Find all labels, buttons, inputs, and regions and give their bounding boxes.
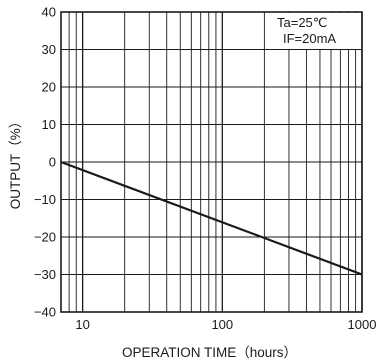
y-axis-title: OUTPUT（%） xyxy=(8,115,23,210)
series-layer xyxy=(60,160,363,276)
grid xyxy=(60,11,363,313)
x-axis-title: OPERATION TIME（hours） xyxy=(122,345,297,360)
condition-current: IF=20mA xyxy=(283,31,336,46)
y-tick-label: −40 xyxy=(34,305,56,320)
x-tick-labels: 10 100 1000 xyxy=(75,317,376,332)
x-tick-label: 10 xyxy=(75,317,89,332)
y-tick-label: 0 xyxy=(49,155,56,170)
y-tick-label: 20 xyxy=(42,80,56,95)
conditions-box xyxy=(268,13,361,49)
y-tick-label: 40 xyxy=(42,5,56,20)
y-tick-labels: 40 30 20 10 0 −10 −20 −30 −40 xyxy=(34,5,56,320)
y-tick-label: −10 xyxy=(34,192,56,207)
plot-frame xyxy=(60,11,363,313)
x-tick-label: 1000 xyxy=(348,317,377,332)
y-tick-label: 10 xyxy=(42,117,56,132)
y-tick-label: 30 xyxy=(42,42,56,57)
y-tick-label: −20 xyxy=(34,230,56,245)
x-tick-label: 100 xyxy=(211,317,233,332)
condition-temperature: Ta=25℃ xyxy=(277,15,327,30)
series-line xyxy=(60,160,363,276)
y-tick-label: −30 xyxy=(34,267,56,282)
